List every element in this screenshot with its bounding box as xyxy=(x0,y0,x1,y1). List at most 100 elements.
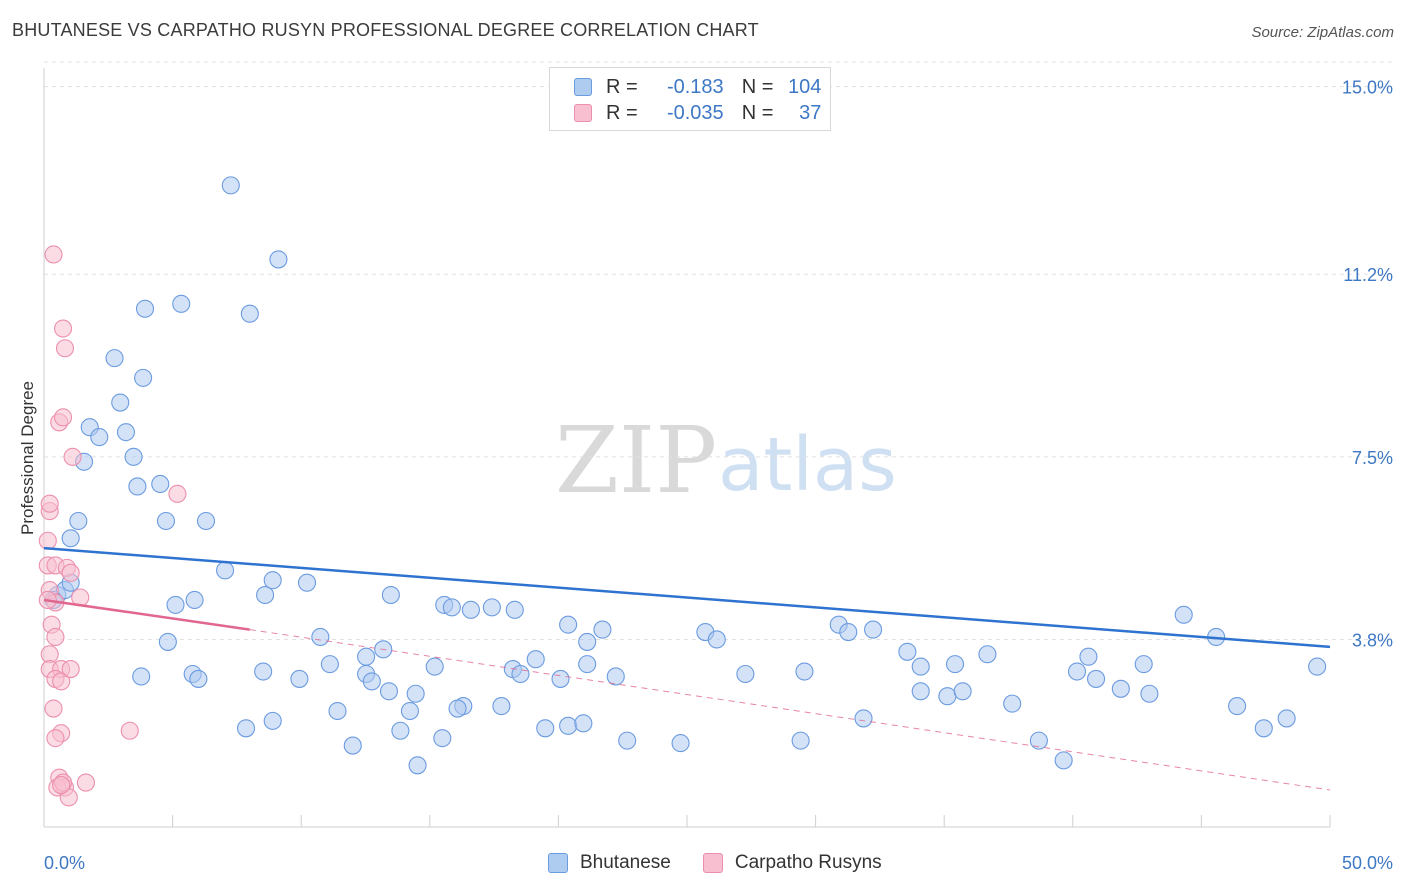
series-legend-bhutanese: Bhutanese xyxy=(548,852,671,874)
bhutanese-point xyxy=(408,756,427,775)
bhutanese-point xyxy=(511,664,530,684)
bhutanese-point xyxy=(606,667,625,686)
bhutanese-point xyxy=(328,701,347,721)
bhutanese-point xyxy=(736,664,755,684)
bhutanese-point xyxy=(105,349,124,368)
bhutanese-point xyxy=(1254,719,1273,738)
y-tick-label: 15.0% xyxy=(1342,78,1393,98)
series-swatch-pink xyxy=(702,853,723,873)
bhutanese-point xyxy=(1174,605,1193,624)
bhutanese-point xyxy=(254,662,273,681)
bhutanese-point xyxy=(124,447,143,466)
legend-r-label: R = xyxy=(606,101,638,124)
bhutanese-point xyxy=(269,250,288,269)
bhutanese-point xyxy=(911,682,930,701)
bhutanese-point xyxy=(172,294,191,313)
bhutanese-point xyxy=(1054,751,1073,770)
bhutanese-point xyxy=(297,573,317,592)
bhutanese-point xyxy=(343,736,362,755)
legend-n-value: 104 xyxy=(788,75,822,98)
data-points xyxy=(38,176,1327,807)
bhutanese-point xyxy=(536,719,555,738)
x-tick-label-min: 0.0% xyxy=(44,853,85,873)
bhutanese-point xyxy=(839,622,858,642)
legend-r-value: -0.035 xyxy=(666,101,724,124)
bhutanese-point xyxy=(381,585,400,605)
legend-swatch-pink xyxy=(574,104,592,122)
carpatho-point xyxy=(61,660,80,679)
bhutanese-point xyxy=(216,561,235,580)
bhutanese-point xyxy=(1087,669,1106,688)
legend-n-value: 37 xyxy=(799,101,822,124)
bhutanese-point xyxy=(111,393,130,412)
legend-swatch-blue xyxy=(574,78,592,96)
bhutanese-point xyxy=(90,428,109,447)
bhutanese-point xyxy=(132,667,151,686)
carpatho-point xyxy=(168,484,187,503)
series-legend: Bhutanese Carpatho Rusyns xyxy=(548,852,914,874)
carpatho-point xyxy=(38,531,57,550)
carpatho-point xyxy=(40,494,59,513)
bhutanese-point xyxy=(938,687,957,706)
bhutanese-point xyxy=(492,697,511,716)
trend-lines xyxy=(43,546,1331,791)
bhutanese-point xyxy=(128,477,147,496)
series-swatch-blue xyxy=(548,853,568,873)
bhutanese-point xyxy=(240,304,259,323)
bhutanese-point xyxy=(196,511,216,531)
bhutanese-point xyxy=(574,714,593,733)
series-name-carpatho: Carpatho Rusyns xyxy=(734,852,882,873)
bhutanese-point xyxy=(578,655,597,674)
bhutanese-point xyxy=(1079,647,1098,666)
bhutanese-point xyxy=(978,645,997,664)
bhutanese-point xyxy=(156,511,176,531)
y-tick-label: 3.8% xyxy=(1352,630,1393,650)
bhutanese-point xyxy=(505,600,524,619)
bhutanese-point xyxy=(1029,731,1048,750)
watermark-zip: ZIP xyxy=(555,407,717,514)
gridlines xyxy=(44,61,1392,640)
carpatho-trend-line xyxy=(43,598,250,631)
legend-n-label: N = xyxy=(741,101,774,124)
bhutanese-point xyxy=(448,699,467,718)
bhutanese-point xyxy=(559,716,578,735)
bhutanese-trend-line xyxy=(43,546,1331,649)
bhutanese-point xyxy=(1308,657,1327,676)
series-legend-carpatho: Carpatho Rusyns xyxy=(702,852,882,874)
legend-n-label: N = xyxy=(741,75,774,98)
carpatho-point xyxy=(54,319,73,338)
bhutanese-point xyxy=(559,615,578,634)
bhutanese-point xyxy=(526,650,545,669)
legend-row-bhutanese: R = -0.183 N = 104 xyxy=(574,75,821,99)
carpatho-point xyxy=(46,627,65,647)
bhutanese-point xyxy=(593,620,612,639)
carpatho-point xyxy=(44,245,63,264)
bhutanese-point xyxy=(1140,684,1159,703)
bhutanese-point xyxy=(1067,662,1087,681)
bhutanese-point xyxy=(69,511,88,531)
bhutanese-point xyxy=(1111,679,1130,698)
axes xyxy=(43,68,1331,828)
bhutanese-point xyxy=(320,655,339,674)
bhutanese-point xyxy=(911,657,930,676)
source-label: Source: ZipAtlas.com xyxy=(1251,24,1394,41)
legend-r-label: R = xyxy=(606,75,638,98)
bhutanese-point xyxy=(854,709,873,728)
bhutanese-point xyxy=(791,731,810,750)
bhutanese-point xyxy=(151,474,170,494)
carpatho-point xyxy=(63,447,82,466)
bhutanese-point xyxy=(311,627,330,647)
y-tick-label: 7.5% xyxy=(1352,448,1393,468)
carpatho-point xyxy=(76,773,95,792)
bhutanese-point xyxy=(379,682,399,701)
legend-row-carpatho: R = -0.035 N = 37 xyxy=(574,101,821,125)
bhutanese-point xyxy=(1228,697,1247,716)
bhutanese-point xyxy=(406,684,425,703)
watermark: ZIP atlas xyxy=(555,407,897,514)
bhutanese-point xyxy=(185,590,204,610)
carpatho-point xyxy=(55,339,75,358)
bhutanese-point xyxy=(425,657,444,676)
bhutanese-point xyxy=(482,598,501,617)
carpatho-point xyxy=(54,408,73,427)
